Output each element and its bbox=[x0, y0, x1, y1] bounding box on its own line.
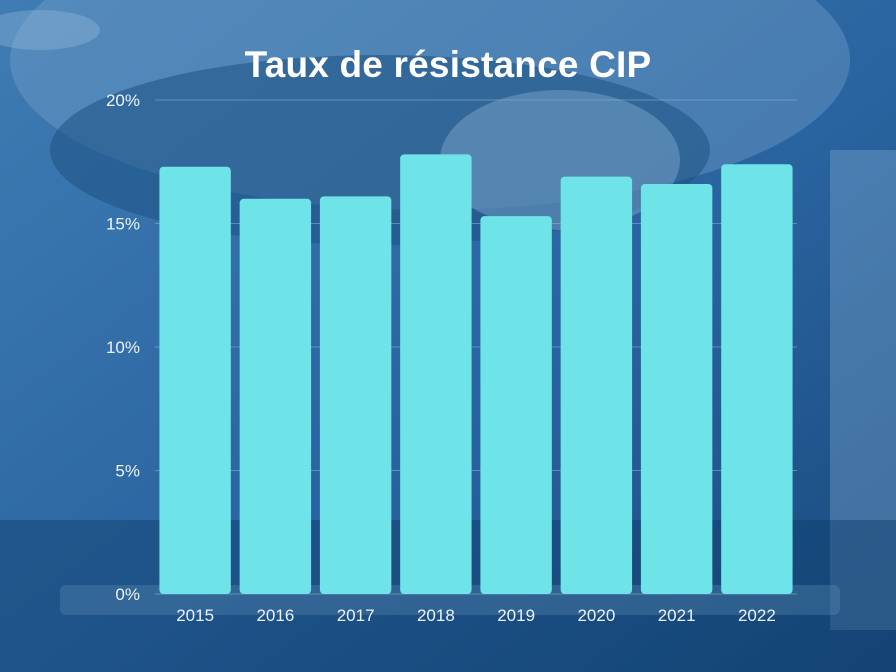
bars bbox=[159, 154, 793, 595]
x-tick-label: 2015 bbox=[176, 606, 214, 625]
bar-2017 bbox=[319, 196, 392, 594]
bar-2022 bbox=[721, 164, 793, 594]
y-axis-tick-labels: 0% 5% 10% 15% 20% bbox=[106, 91, 140, 604]
y-tick-label: 15% bbox=[106, 215, 140, 234]
bar-2021 bbox=[640, 183, 713, 595]
y-tick-label: 20% bbox=[106, 91, 140, 110]
y-tick-label: 10% bbox=[106, 338, 140, 357]
chart-title: Taux de résistance CIP bbox=[244, 44, 652, 85]
x-tick-label: 2021 bbox=[658, 606, 696, 625]
bar-2015 bbox=[159, 166, 231, 594]
x-tick-label: 2018 bbox=[417, 606, 455, 625]
bar-2016 bbox=[239, 198, 312, 595]
x-tick-label: 2022 bbox=[738, 606, 776, 625]
x-tick-label: 2020 bbox=[577, 606, 615, 625]
x-tick-label: 2017 bbox=[337, 606, 375, 625]
bar-2020 bbox=[560, 176, 633, 594]
x-axis-tick-labels: 2015 2016 2017 2018 2019 2020 2021 2022 bbox=[176, 606, 776, 625]
y-tick-label: 5% bbox=[115, 462, 140, 481]
bar-2019 bbox=[480, 216, 552, 594]
x-tick-label: 2019 bbox=[497, 606, 535, 625]
x-tick-label: 2016 bbox=[256, 606, 294, 625]
y-tick-label: 0% bbox=[115, 585, 140, 604]
bar-2018 bbox=[400, 154, 472, 594]
